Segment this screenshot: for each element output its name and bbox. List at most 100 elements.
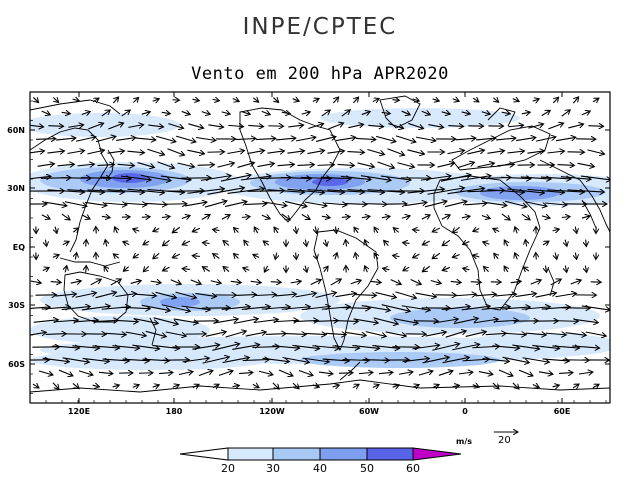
wind-vector bbox=[204, 201, 227, 208]
wind-vector bbox=[272, 346, 299, 348]
wind-vector bbox=[64, 201, 87, 207]
wind-vector bbox=[335, 293, 357, 298]
wind-vector bbox=[280, 177, 311, 178]
wind-vector bbox=[210, 281, 222, 283]
wind-vector bbox=[304, 201, 327, 206]
wind-vector bbox=[157, 161, 175, 168]
wind-vector bbox=[383, 268, 390, 270]
wind-vector bbox=[162, 239, 170, 245]
wind-vector bbox=[197, 165, 215, 166]
wind-vector bbox=[462, 359, 490, 361]
wind-vector bbox=[285, 334, 307, 335]
wind-vector bbox=[545, 265, 546, 273]
wind-vector bbox=[440, 175, 471, 182]
wind-vector bbox=[542, 359, 570, 361]
wind-vector bbox=[387, 148, 404, 156]
colorbar-segment bbox=[272, 447, 321, 461]
wind-vector bbox=[53, 320, 79, 322]
wind-vector bbox=[288, 125, 303, 127]
wind-vector bbox=[565, 265, 566, 273]
wind-vector bbox=[297, 165, 315, 166]
wind-vector bbox=[502, 356, 530, 362]
wind-vector bbox=[273, 98, 278, 103]
wind-vector bbox=[541, 216, 550, 218]
wind-vector bbox=[347, 152, 364, 153]
wind-vector bbox=[340, 175, 371, 179]
wind-vector bbox=[187, 189, 225, 194]
wind-vector bbox=[202, 267, 210, 272]
wind-vector bbox=[267, 151, 284, 153]
wind-vector bbox=[587, 149, 604, 154]
wind-vector bbox=[473, 229, 480, 232]
wind-vector bbox=[123, 267, 128, 272]
wind-vector bbox=[148, 125, 163, 127]
wind-vector bbox=[327, 151, 344, 153]
wind-vector bbox=[541, 110, 551, 117]
colorbar-legend: 20 30 40 50 60 m/s 20 bbox=[179, 432, 518, 475]
wind-vector bbox=[218, 371, 233, 376]
wind-vector bbox=[512, 98, 519, 101]
wind-vector bbox=[552, 97, 558, 104]
wind-vector bbox=[75, 293, 97, 298]
wind-vector bbox=[504, 240, 507, 247]
wind-vector bbox=[585, 265, 586, 273]
wind-vector bbox=[572, 97, 578, 104]
wind-vector bbox=[332, 346, 359, 348]
wind-vector bbox=[532, 385, 539, 388]
wind-vector bbox=[458, 372, 473, 374]
wind-vector bbox=[483, 266, 488, 271]
wind-vector bbox=[237, 163, 255, 168]
wind-vector bbox=[398, 372, 413, 374]
wind-vector bbox=[133, 97, 138, 102]
wind-vector bbox=[192, 345, 219, 350]
wind-vector bbox=[442, 267, 451, 270]
wind-vector bbox=[461, 306, 491, 311]
wind-vector bbox=[167, 148, 184, 155]
wind-vector bbox=[181, 111, 191, 114]
wind-vector bbox=[421, 111, 431, 114]
wind-vector bbox=[141, 304, 171, 310]
wind-vector bbox=[252, 384, 259, 387]
wind-vector bbox=[152, 99, 160, 102]
wind-vector bbox=[62, 241, 69, 244]
wind-vector bbox=[578, 372, 593, 374]
wind-vector bbox=[30, 176, 51, 179]
wind-vector bbox=[527, 151, 544, 153]
wind-vector bbox=[42, 267, 49, 270]
wind-vector bbox=[224, 201, 247, 208]
wind-vector bbox=[121, 110, 131, 117]
wind-vector bbox=[322, 359, 350, 361]
lon-tick-label: 120W bbox=[259, 407, 285, 416]
wind-vector bbox=[275, 294, 297, 296]
wind-vector bbox=[444, 201, 467, 208]
wind-vector bbox=[493, 228, 500, 231]
wind-vector bbox=[84, 202, 107, 205]
wind-vector bbox=[365, 240, 368, 247]
wind-vector bbox=[452, 226, 461, 232]
wind-vector bbox=[95, 292, 117, 299]
wind-vector bbox=[501, 112, 511, 114]
lon-tick-label: 60W bbox=[359, 407, 379, 416]
wind-vector bbox=[113, 320, 139, 321]
wind-vector bbox=[552, 229, 560, 231]
wind-vector bbox=[515, 253, 518, 260]
wind-vector bbox=[208, 125, 223, 127]
lat-tick-label: 60N bbox=[7, 126, 25, 135]
wind-vector bbox=[504, 200, 527, 207]
wind-vector bbox=[127, 151, 144, 153]
wind-vector bbox=[212, 99, 220, 100]
wind-vector bbox=[244, 240, 248, 247]
wind-vector bbox=[92, 98, 99, 102]
wind-vector bbox=[268, 126, 283, 127]
wind-vector bbox=[493, 320, 519, 321]
wind-vector bbox=[250, 281, 262, 282]
wind-vector bbox=[317, 165, 335, 166]
wind-vector bbox=[155, 135, 176, 142]
wind-vector bbox=[530, 280, 542, 285]
wind-vector bbox=[202, 242, 210, 243]
wind-vector bbox=[57, 164, 75, 166]
wind-vector bbox=[265, 334, 287, 335]
wind-vector bbox=[577, 163, 595, 166]
wind-vector bbox=[136, 138, 156, 140]
wind-vector bbox=[487, 151, 504, 154]
